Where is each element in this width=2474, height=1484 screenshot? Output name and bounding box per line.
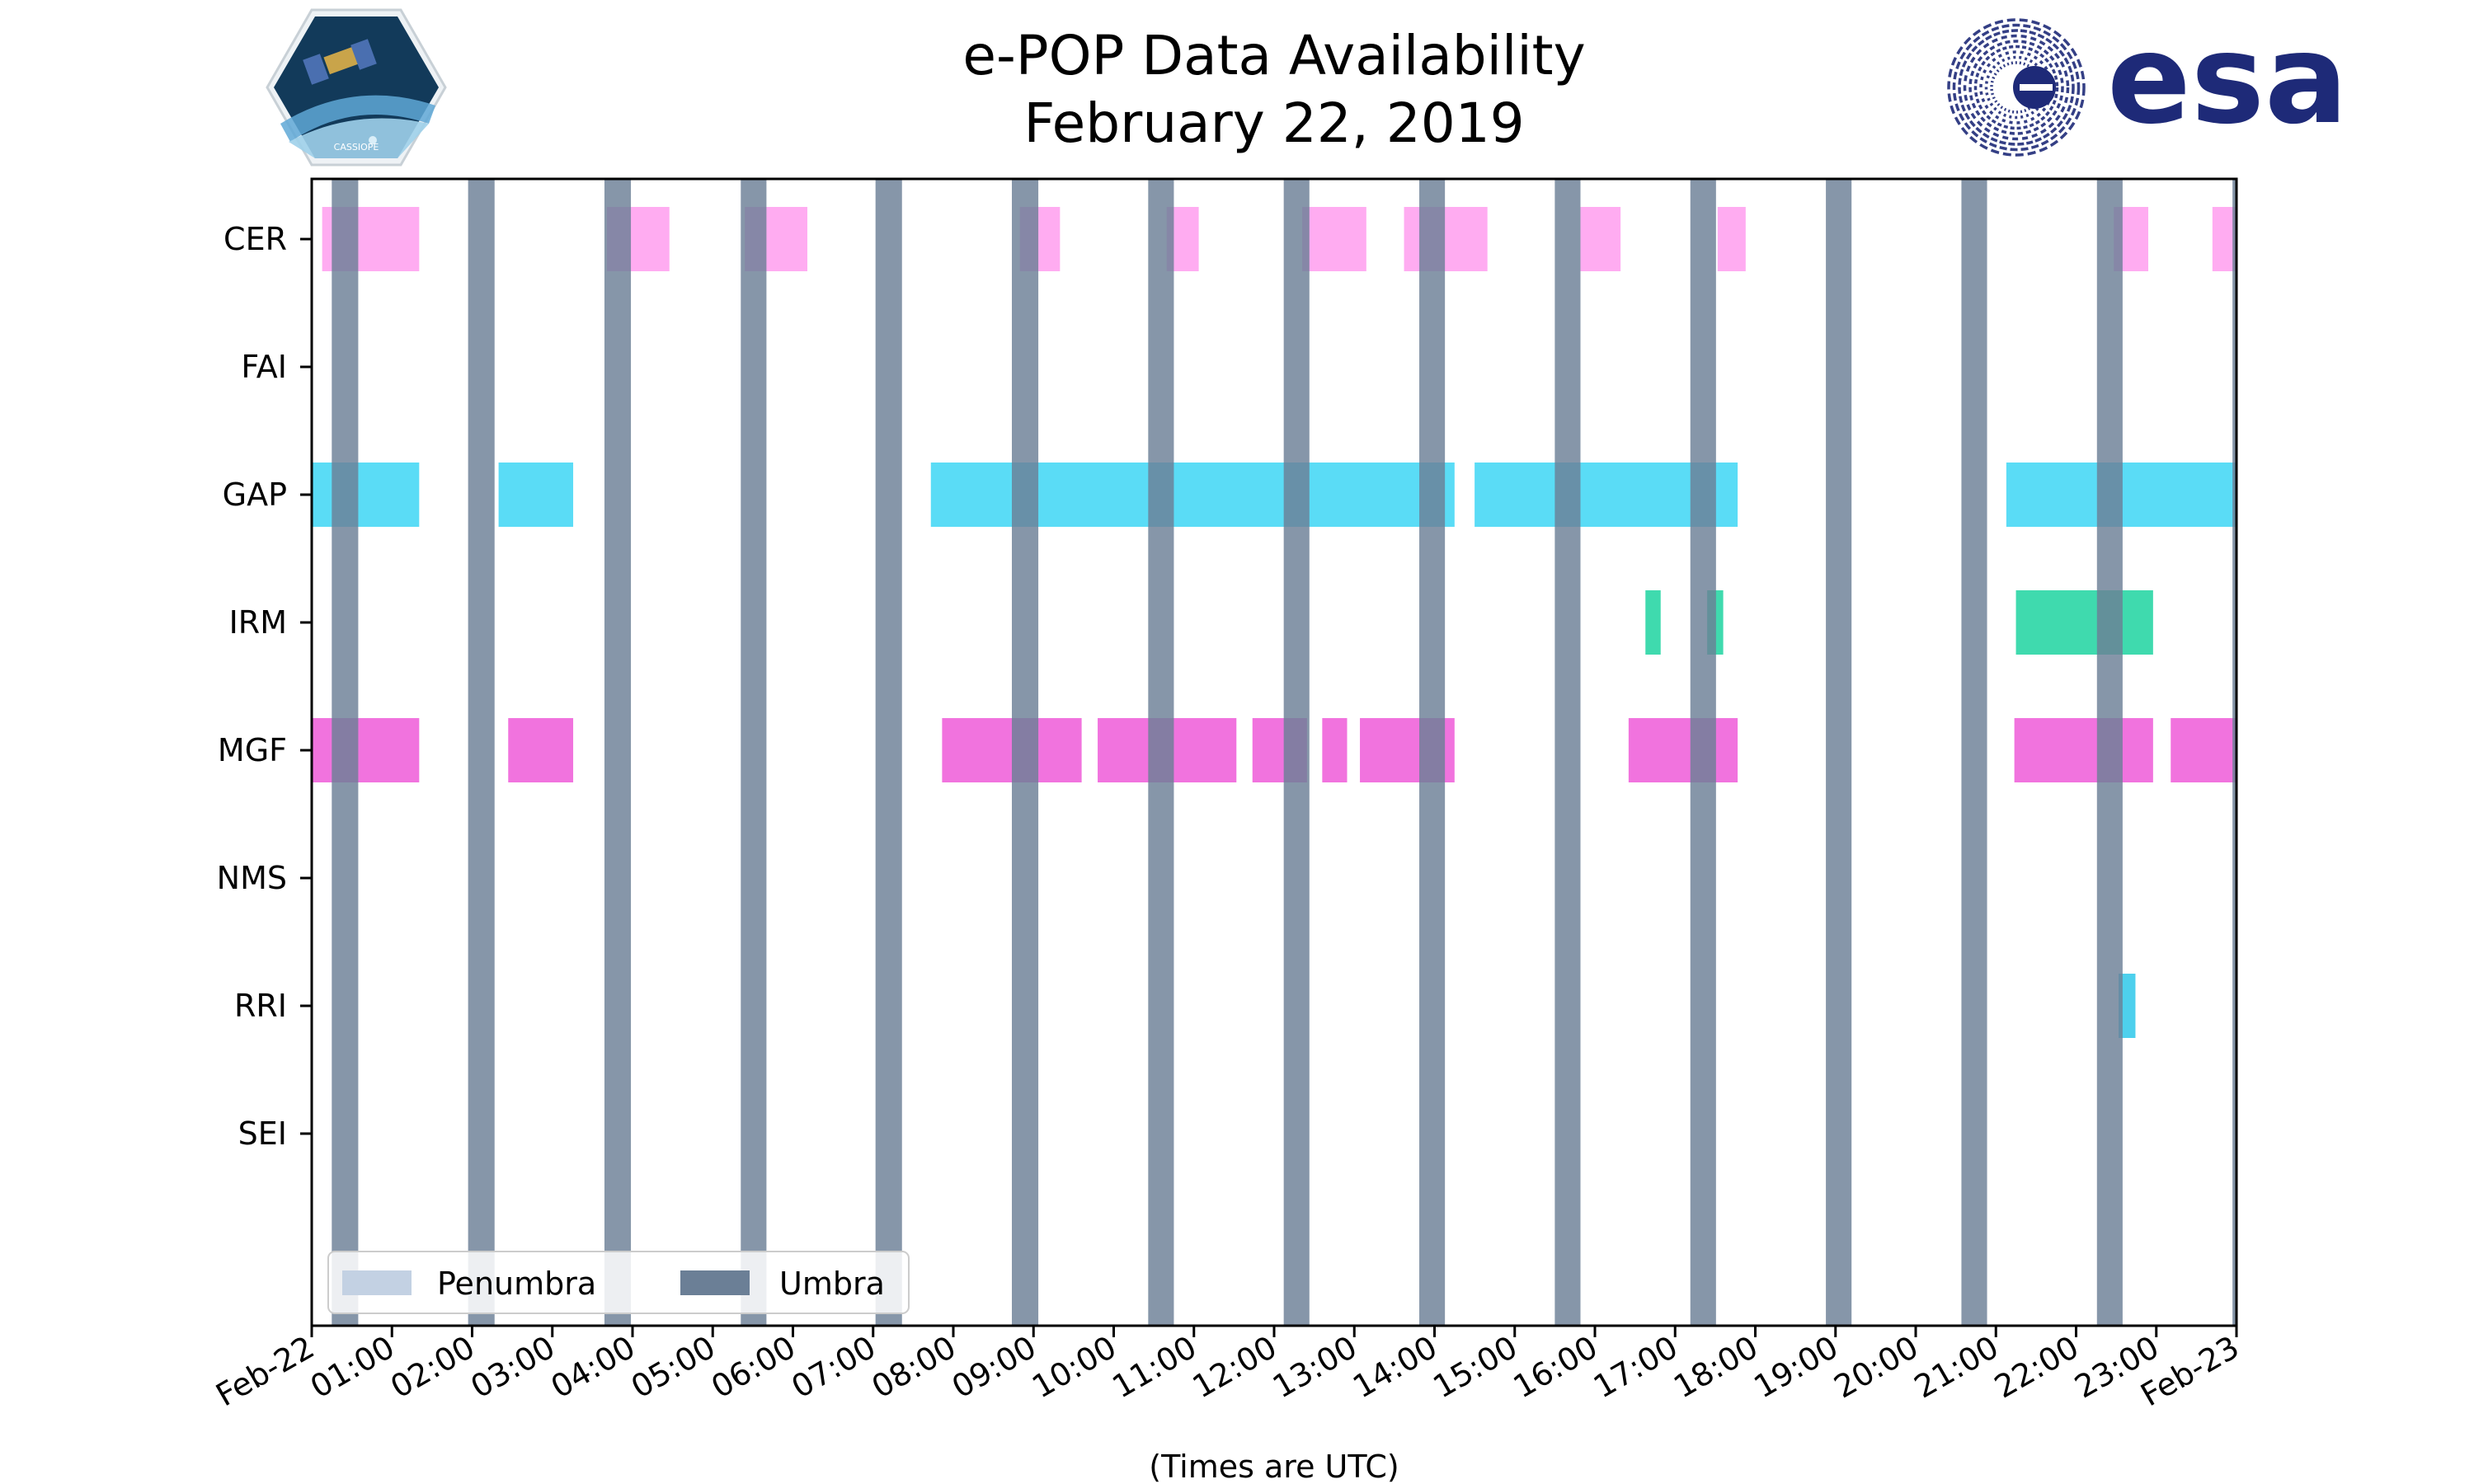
x-tick-label-22: 22:00 [1988,1329,2085,1406]
x-tick-label-21: 21:00 [1908,1329,2005,1406]
cassiope-logo-text: CASSIOPE [334,142,379,153]
availability-bar-rri-0 [2119,974,2136,1038]
availability-bar-cer-5 [1302,207,1366,271]
umbra-band-3 [741,179,767,1326]
esa-logo: esa [1947,8,2348,157]
umbra-band-12 [1961,179,1987,1326]
umbra-band-6 [1148,179,1174,1326]
y-tick-label-irm: IRM [229,604,287,641]
umbra-band-9 [1554,179,1581,1326]
x-tick-label-13: 13:00 [1267,1329,1363,1406]
umbra-band-5 [1011,179,1039,1326]
x-tick-label-20: 20:00 [1828,1329,1925,1406]
umbra-band-7 [1283,179,1310,1326]
legend-swatch-penumbra [342,1270,412,1295]
x-tick-label-9: 09:00 [946,1329,1042,1406]
chart-title: e-POP Data Availability [962,24,1585,87]
x-tick-label-6: 06:00 [705,1329,802,1406]
x-axis-label: (Times are UTC) [1149,1449,1399,1484]
umbra-band-2 [604,179,632,1326]
x-tick-label-16: 16:00 [1507,1329,1604,1406]
y-tick-label-mgf: MGF [218,732,287,768]
x-tick-label-8: 08:00 [866,1329,962,1406]
x-tick-label-12: 12:00 [1187,1329,1283,1406]
esa-mark-ring-3 [1973,45,2059,130]
y-tick-label-fai: FAI [241,349,287,385]
umbra-bands [332,179,2236,1326]
x-axis: Feb-2201:0002:0003:0004:0005:0006:0007:0… [209,1326,2246,1414]
umbra-band-0 [332,179,359,1326]
esa-mark-ring-4 [1968,40,2064,135]
umbra-band-10 [1690,179,1716,1326]
availability-bar-gap-1 [498,463,574,527]
availability-bar-mgf-0 [312,718,420,782]
umbra-band-8 [1419,179,1446,1326]
availability-bar-mgf-2 [942,718,1082,782]
x-tick-label-4: 04:00 [545,1329,642,1406]
cassiope-logo: CASSIOPE [266,8,447,167]
x-tick-label-19: 19:00 [1747,1329,1844,1406]
legend-swatch-umbra [680,1270,750,1295]
y-axis: CER FAI GAP IRM MGF NMS RRI SEI [217,221,312,1152]
umbra-band-1 [468,179,495,1326]
legend-label-umbra: Umbra [779,1266,885,1302]
y-tick-label-cer: CER [223,221,287,257]
umbra-band-14 [2232,179,2236,1326]
x-tick-label-1: 01:00 [304,1329,401,1406]
esa-mark-ring-6 [1958,29,2075,146]
x-tick-label-5: 05:00 [625,1329,722,1406]
availability-bar-irm-0 [1645,590,1661,655]
esa-mark-icon [1947,18,2086,157]
availability-bar-gap-2 [930,463,1455,527]
legend-label-penumbra: Penumbra [437,1266,596,1302]
legend-box [327,1251,910,1314]
chart-subtitle: February 22, 2019 [1023,92,1524,155]
x-tick-label-0: Feb-22 [209,1329,320,1414]
x-tick-label-17: 17:00 [1587,1329,1684,1406]
esa-mark-ring-5 [1963,34,2070,141]
x-tick-label-3: 03:00 [464,1329,561,1406]
umbra-band-13 [2096,179,2123,1326]
availability-bar-mgf-7 [1628,718,1738,782]
x-tick-label-7: 07:00 [785,1329,882,1406]
legend: Penumbra Umbra [327,1251,910,1314]
availability-bar-mgf-9 [2171,718,2236,782]
y-tick-label-sei: SEI [238,1115,287,1152]
x-tick-label-14: 14:00 [1347,1329,1443,1406]
umbra-band-11 [1826,179,1852,1326]
esa-mark-ring-8 [1947,18,2086,157]
availability-bar-cer-6 [1404,207,1488,271]
availability-bar-mgf-1 [508,718,574,782]
y-tick-label-gap: GAP [223,477,287,513]
esa-mark-ring-7 [1952,23,2081,152]
availability-bar-irm-2 [2015,590,2153,655]
x-tick-label-11: 11:00 [1106,1329,1202,1406]
availability-bar-mgf-5 [1322,718,1348,782]
y-tick-label-rri: RRI [234,988,287,1024]
availability-bar-cer-7 [1580,207,1621,271]
x-tick-label-10: 10:00 [1026,1329,1122,1406]
esa-mark-bar [2020,84,2053,91]
umbra-band-4 [875,179,902,1326]
x-tick-label-2: 02:00 [384,1329,481,1406]
availability-bars [312,207,2236,1038]
y-tick-label-nms: NMS [217,860,287,896]
x-tick-label-18: 18:00 [1667,1329,1764,1406]
availability-bar-cer-8 [1717,207,1746,271]
esa-logo-text: esa [2107,8,2348,152]
availability-bar-mgf-8 [2014,718,2153,782]
x-tick-label-15: 15:00 [1427,1329,1523,1406]
availability-bar-gap-0 [312,463,420,527]
